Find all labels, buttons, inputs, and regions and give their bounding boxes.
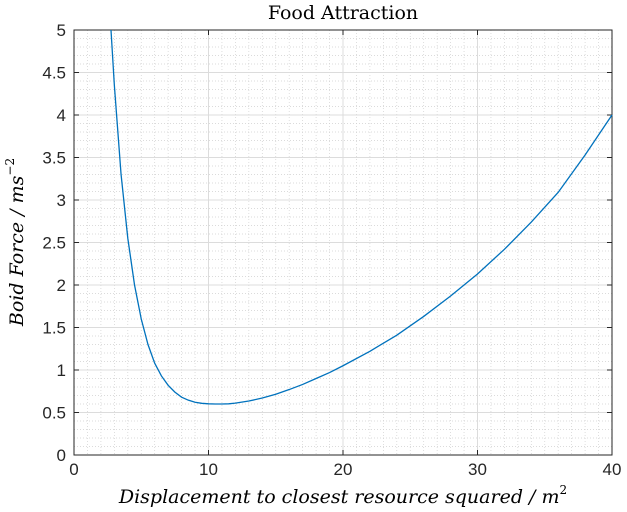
- y-tick-label: 3.5: [42, 149, 66, 168]
- y-tick-label: 2: [57, 276, 66, 295]
- x-tick-label: 30: [468, 460, 487, 479]
- y-axis-label-sup: −2: [3, 158, 17, 176]
- y-tick-label: 2.5: [42, 234, 66, 253]
- y-tick-labels: 0 0.5 1 1.5 2 2.5 3 3.5 4 4.5 5: [42, 21, 66, 465]
- y-tick-label: 0: [57, 446, 66, 465]
- y-axis-label-text: Boid Force / ms: [6, 175, 28, 327]
- x-axis-label: Displacement to closest resource squared…: [118, 483, 567, 508]
- y-tick-label: 1: [57, 361, 66, 380]
- chart-title: Food Attraction: [268, 2, 418, 24]
- tick-marks: [73, 29, 613, 456]
- y-axis-label: Boid Force / ms−2: [3, 158, 28, 327]
- x-tick-label: 0: [69, 460, 78, 479]
- y-tick-label: 3: [57, 191, 66, 210]
- x-tick-labels: 0 10 20 30 40: [69, 460, 621, 479]
- y-tick-label: 4.5: [42, 64, 66, 83]
- x-axis-label-text: Displacement to closest resource squared…: [118, 486, 560, 508]
- y-tick-label: 4: [57, 106, 66, 125]
- x-tick-label: 40: [603, 460, 622, 479]
- x-axis-label-sup: 2: [559, 483, 567, 497]
- y-tick-label: 0.5: [42, 404, 66, 423]
- x-tick-label: 20: [334, 460, 353, 479]
- y-tick-label: 1.5: [42, 319, 66, 338]
- x-tick-label: 10: [199, 460, 218, 479]
- series-line: [110, 29, 613, 405]
- minor-grid: [74, 30, 612, 455]
- y-tick-label: 5: [57, 21, 66, 40]
